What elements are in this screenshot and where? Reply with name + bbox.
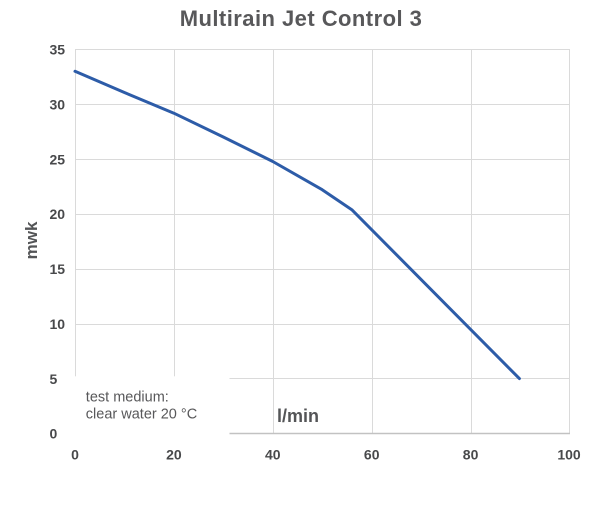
svg-text:l/min: l/min — [277, 406, 319, 426]
svg-text:mwk: mwk — [22, 221, 41, 259]
svg-text:40: 40 — [265, 446, 281, 462]
svg-text:0: 0 — [50, 426, 58, 442]
svg-text:100: 100 — [557, 446, 581, 462]
svg-text:60: 60 — [364, 446, 380, 462]
svg-text:20: 20 — [50, 206, 66, 222]
svg-text:0: 0 — [71, 446, 79, 462]
svg-text:test medium:: test medium: — [86, 389, 169, 405]
svg-text:10: 10 — [50, 316, 66, 332]
svg-text:25: 25 — [50, 151, 66, 167]
svg-text:30: 30 — [50, 96, 66, 112]
svg-text:80: 80 — [463, 446, 479, 462]
svg-text:Multirain Jet Control 3: Multirain Jet Control 3 — [180, 6, 423, 31]
svg-text:20: 20 — [166, 446, 182, 462]
svg-text:15: 15 — [50, 261, 66, 277]
svg-text:clear water 20 °C: clear water 20 °C — [86, 406, 197, 422]
svg-text:35: 35 — [50, 42, 66, 58]
svg-text:5: 5 — [50, 371, 58, 387]
